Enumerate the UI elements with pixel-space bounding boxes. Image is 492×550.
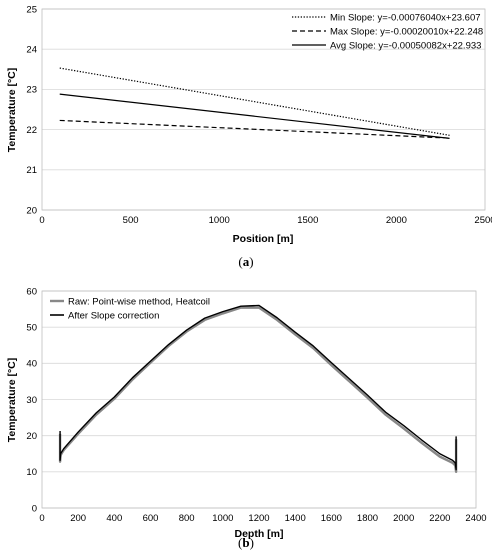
chart-b-series-lines (58, 304, 458, 474)
chart-b-x-tick-label: 1600 (321, 513, 342, 524)
chart-b-x-tick-label: 200 (70, 513, 86, 524)
chart-b-series-line-2 (59, 304, 457, 471)
chart-a-x-axis-title: Position [m] (233, 233, 294, 245)
chart-panel-b: 0 10 20 30 40 50 60 0 200 400 600 800 1000 1200 1400 1… (6, 286, 487, 550)
chart-a-x-tick-label: 1000 (209, 215, 230, 226)
chart-b-x-tick-label: 2000 (393, 513, 414, 524)
chart-b-x-tick-label: 400 (106, 513, 122, 524)
chart-b-y-tick-label: 0 (32, 503, 37, 514)
chart-a-legend-label: Min Slope: y=-0.00076040x+23.607 (330, 12, 481, 23)
chart-a-legend: Min Slope: y=-0.00076040x+23.607 Max Slop… (292, 12, 483, 51)
chart-b-x-tick-label: 600 (143, 513, 159, 524)
chart-b-y-tick-label: 30 (26, 395, 37, 406)
chart-a-series-line-2 (59, 119, 450, 139)
chart-a-y-tick-label: 25 (26, 4, 37, 15)
chart-a-legend-label: Avg Slope: y=-0.00050082x+22.933 (330, 40, 481, 51)
chart-a-series-line-1 (59, 67, 450, 136)
chart-a-y-tick-label: 20 (26, 205, 37, 216)
chart-panel-a: 20 21 22 23 24 25 0 500 1000 1500 2000 2500 Min Sl… (6, 4, 492, 269)
chart-a-y-tick-label: 24 (26, 45, 37, 56)
chart-b-y-tick-label: 60 (26, 286, 37, 297)
chart-b-caption: (b) (238, 535, 254, 550)
chart-a-series-line-3 (59, 93, 450, 139)
chart-b-series-line-1 (58, 306, 458, 474)
chart-a-x-tick-label: 0 (39, 215, 44, 226)
chart-a-legend-label: Max Slope: y=-0.00020010x+22.248 (330, 26, 483, 37)
chart-b-y-tick-label: 40 (26, 359, 37, 370)
chart-a-x-tick-label: 2500 (474, 215, 492, 226)
chart-a-y-tick-label: 21 (26, 165, 37, 176)
chart-b-y-tick-label: 10 (26, 467, 37, 478)
chart-b-legend-label: After Slope correction (68, 310, 159, 321)
chart-b-gridlines (42, 290, 476, 509)
chart-a-caption: (a) (238, 254, 253, 269)
chart-a-x-tick-label: 1500 (297, 215, 318, 226)
chart-b-legend: Raw: Point-wise method, Heatcoil After Sl… (50, 296, 210, 321)
chart-b-x-tick-label: 1200 (248, 513, 269, 524)
chart-a-gridlines (42, 8, 485, 211)
chart-b-x-tick-label: 0 (39, 513, 44, 524)
chart-b-x-tick-labels: 0 200 400 600 800 1000 1200 1400 1600 1800 2000 220… (39, 513, 486, 524)
chart-a-y-tick-label: 23 (26, 85, 37, 96)
chart-b-x-tick-label: 800 (179, 513, 195, 524)
chart-b-x-tick-label: 1000 (212, 513, 233, 524)
chart-b-y-axis-title: Temperature [°C] (6, 358, 18, 443)
chart-a-y-tick-labels: 20 21 22 23 24 25 (26, 4, 37, 216)
chart-b-x-axis-title: Depth [m] (235, 528, 284, 540)
chart-b-x-tick-label: 1800 (357, 513, 378, 524)
chart-b-y-tick-labels: 0 10 20 30 40 50 60 (26, 286, 37, 514)
chart-b-x-tick-label: 2400 (465, 513, 486, 524)
chart-a-x-tick-labels: 0 500 1000 1500 2000 2500 (39, 215, 492, 226)
chart-b-plot-border (41, 290, 477, 509)
chart-a-y-axis-title: Temperature [°C] (6, 68, 18, 153)
chart-b-y-tick-label: 50 (26, 322, 37, 333)
chart-b-x-tick-label: 2200 (429, 513, 450, 524)
chart-b-y-tick-label: 20 (26, 431, 37, 442)
chart-a-series-lines (59, 67, 450, 139)
chart-a-x-tick-label: 2000 (386, 215, 407, 226)
chart-a-x-tick-label: 500 (123, 215, 139, 226)
chart-a-plot-border (41, 8, 486, 211)
chart-b-legend-label: Raw: Point-wise method, Heatcoil (68, 296, 210, 307)
chart-a-y-tick-label: 22 (26, 125, 37, 136)
chart-b-x-tick-label: 1400 (285, 513, 306, 524)
